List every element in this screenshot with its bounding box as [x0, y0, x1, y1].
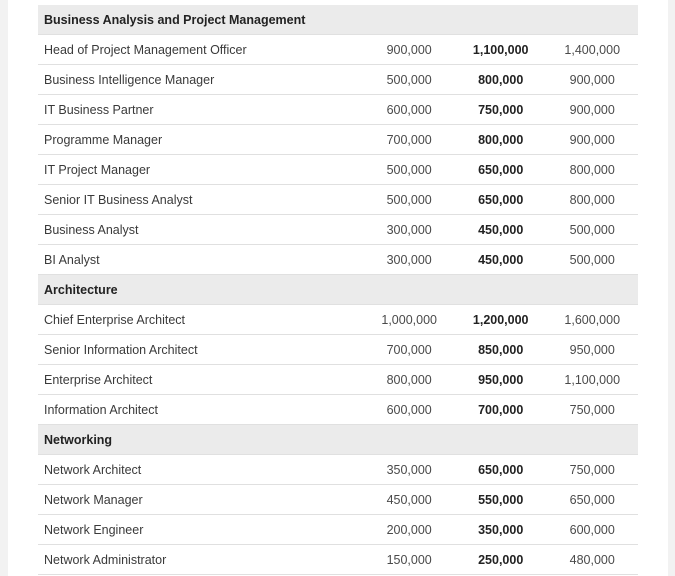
- salary-low: 300,000: [363, 244, 455, 275]
- salary-low: 500,000: [363, 184, 455, 215]
- table-row: Business Intelligence Manager 500,000 800,…: [38, 64, 638, 95]
- salary-high: 950,000: [546, 334, 638, 365]
- salary-high: 1,100,000: [546, 364, 638, 395]
- salary-mid: 650,000: [454, 154, 547, 185]
- salary-low: 600,000: [363, 94, 455, 125]
- role-title: BI Analyst: [38, 244, 364, 275]
- salary-low: 600,000: [363, 394, 455, 425]
- salary-high: 900,000: [546, 94, 638, 125]
- section-header-row: Business Analysis and Project Management: [38, 5, 638, 35]
- section-title: Architecture: [38, 274, 638, 305]
- table-row: BI Analyst 300,000 450,000 500,000: [38, 244, 638, 275]
- table-row: Information Architect 600,000 700,000 750,0…: [38, 394, 638, 425]
- salary-mid: 250,000: [454, 544, 547, 575]
- table-row: Network Manager 450,000 550,000 650,000: [38, 484, 638, 515]
- salary-low: 500,000: [363, 154, 455, 185]
- role-title: Business Intelligence Manager: [38, 64, 364, 95]
- salary-mid: 950,000: [454, 364, 547, 395]
- role-title: Senior Information Architect: [38, 334, 364, 365]
- salary-low: 700,000: [363, 334, 455, 365]
- salary-high: 900,000: [546, 124, 638, 155]
- salary-high: 650,000: [546, 484, 638, 515]
- salary-mid: 650,000: [454, 184, 547, 215]
- section-title: Networking: [38, 424, 638, 455]
- role-title: IT Business Partner: [38, 94, 364, 125]
- salary-mid: 1,100,000: [454, 34, 547, 65]
- salary-low: 350,000: [363, 454, 455, 485]
- salary-high: 750,000: [546, 394, 638, 425]
- table-row: Programme Manager 700,000 800,000 900,000: [38, 124, 638, 155]
- role-title: Programme Manager: [38, 124, 364, 155]
- salary-mid: 350,000: [454, 514, 547, 545]
- salary-mid: 800,000: [454, 124, 547, 155]
- salary-high: 500,000: [546, 244, 638, 275]
- role-title: Network Manager: [38, 484, 364, 515]
- salary-high: 1,400,000: [546, 34, 638, 65]
- salary-low: 150,000: [363, 544, 455, 575]
- section-header-row: Architecture: [38, 274, 638, 305]
- table-row: Senior Information Architect 700,000 850,0…: [38, 334, 638, 365]
- salary-high: 800,000: [546, 154, 638, 185]
- salary-mid: 650,000: [454, 454, 547, 485]
- role-title: Business Analyst: [38, 214, 364, 245]
- salary-mid: 450,000: [454, 214, 547, 245]
- salary-mid: 750,000: [454, 94, 547, 125]
- role-title: Chief Enterprise Architect: [38, 304, 364, 335]
- salary-high: 600,000: [546, 514, 638, 545]
- salary-table: Business Analysis and Project Management…: [38, 5, 638, 575]
- role-title: Senior IT Business Analyst: [38, 184, 364, 215]
- table-row: Senior IT Business Analyst 500,000 650,000…: [38, 184, 638, 215]
- role-title: Network Engineer: [38, 514, 364, 545]
- salary-low: 1,000,000: [363, 304, 455, 335]
- role-title: Network Architect: [38, 454, 364, 485]
- salary-low: 800,000: [363, 364, 455, 395]
- salary-mid: 850,000: [454, 334, 547, 365]
- salary-table-body: Business Analysis and Project Management…: [38, 5, 638, 575]
- role-title: Head of Project Management Officer: [38, 34, 364, 65]
- salary-low: 450,000: [363, 484, 455, 515]
- table-row: IT Project Manager 500,000 650,000 800,000: [38, 154, 638, 185]
- salary-low: 300,000: [363, 214, 455, 245]
- section-header-row: Networking: [38, 424, 638, 455]
- section-title: Business Analysis and Project Management: [38, 5, 638, 35]
- salary-mid: 700,000: [454, 394, 547, 425]
- table-row: Network Administrator 150,000 250,000 480,0…: [38, 544, 638, 575]
- role-title: Information Architect: [38, 394, 364, 425]
- role-title: Network Administrator: [38, 544, 364, 575]
- salary-high: 800,000: [546, 184, 638, 215]
- salary-high: 480,000: [546, 544, 638, 575]
- table-row: Network Engineer 200,000 350,000 600,000: [38, 514, 638, 545]
- salary-mid: 800,000: [454, 64, 547, 95]
- table-row: Head of Project Management Officer 900,00…: [38, 34, 638, 65]
- salary-high: 500,000: [546, 214, 638, 245]
- salary-mid: 550,000: [454, 484, 547, 515]
- role-title: IT Project Manager: [38, 154, 364, 185]
- salary-mid: 1,200,000: [454, 304, 547, 335]
- salary-low: 500,000: [363, 64, 455, 95]
- salary-high: 900,000: [546, 64, 638, 95]
- table-row: Enterprise Architect 800,000 950,000 1,100,…: [38, 364, 638, 395]
- salary-high: 1,600,000: [546, 304, 638, 335]
- table-row: IT Business Partner 600,000 750,000 900,000: [38, 94, 638, 125]
- salary-low: 200,000: [363, 514, 455, 545]
- role-title: Enterprise Architect: [38, 364, 364, 395]
- salary-page: Business Analysis and Project Management…: [8, 0, 668, 576]
- salary-high: 750,000: [546, 454, 638, 485]
- salary-low: 900,000: [363, 34, 455, 65]
- table-row: Network Architect 350,000 650,000 750,000: [38, 454, 638, 485]
- salary-low: 700,000: [363, 124, 455, 155]
- table-row: Business Analyst 300,000 450,000 500,000: [38, 214, 638, 245]
- table-row: Chief Enterprise Architect 1,000,000 1,200…: [38, 304, 638, 335]
- salary-mid: 450,000: [454, 244, 547, 275]
